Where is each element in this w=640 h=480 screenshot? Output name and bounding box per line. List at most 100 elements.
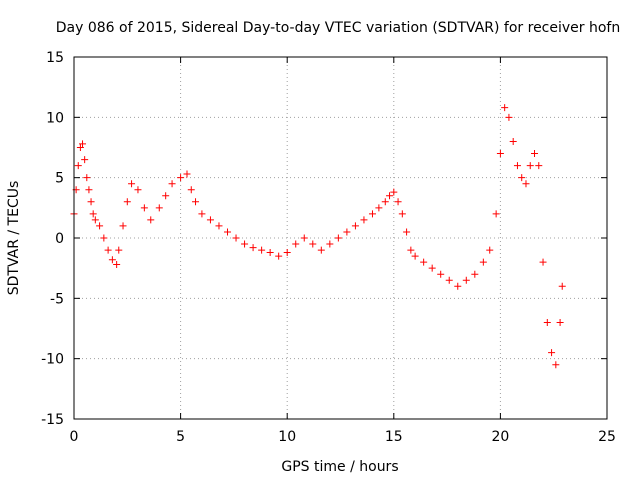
data-point	[83, 174, 91, 182]
data-point	[403, 228, 411, 236]
chart-title: Day 086 of 2015, Sidereal Day-to-day VTE…	[56, 20, 620, 36]
x-tick-label: 20	[491, 429, 509, 445]
data-point	[486, 246, 494, 254]
data-point	[140, 204, 148, 212]
data-point	[411, 252, 419, 260]
data-point	[445, 276, 453, 284]
y-tick-label: -10	[41, 352, 64, 368]
data-point	[300, 234, 308, 242]
data-point	[91, 216, 99, 224]
data-point	[224, 228, 232, 236]
data-point	[509, 137, 517, 145]
y-tick-label: 10	[46, 110, 64, 126]
data-point	[128, 180, 136, 188]
x-tick-label: 10	[278, 429, 296, 445]
data-point	[292, 240, 300, 248]
data-point	[531, 150, 539, 158]
data-point	[177, 174, 185, 182]
data-point	[241, 240, 249, 248]
data-point	[258, 246, 266, 254]
data-point	[360, 216, 368, 224]
data-point	[113, 261, 121, 269]
y-tick-label: 15	[46, 50, 64, 66]
data-point	[381, 198, 389, 206]
data-point	[437, 270, 445, 278]
data-point	[454, 282, 462, 290]
data-point	[119, 222, 127, 230]
data-point	[343, 228, 351, 236]
data-point	[74, 162, 82, 170]
data-point	[518, 174, 526, 182]
data-point	[76, 144, 84, 151]
data-point	[496, 150, 504, 158]
data-point	[505, 113, 513, 121]
data-point	[501, 104, 509, 112]
x-tick-label: 15	[385, 429, 403, 445]
data-point	[556, 318, 564, 326]
data-point	[462, 276, 470, 284]
data-point	[394, 198, 402, 206]
data-point	[79, 140, 87, 148]
data-point	[134, 186, 142, 194]
data-point	[513, 162, 521, 170]
y-tick-label: -5	[50, 291, 64, 307]
data-point	[85, 186, 93, 194]
data-point	[115, 246, 123, 254]
data-point	[522, 180, 530, 188]
data-point	[162, 192, 170, 200]
data-point	[198, 210, 206, 218]
data-point	[168, 180, 176, 188]
data-point	[155, 204, 163, 212]
data-point	[398, 210, 406, 218]
data-point	[87, 198, 95, 206]
data-point	[558, 282, 566, 290]
data-point	[183, 170, 191, 178]
data-point	[206, 216, 214, 224]
x-tick-label: 0	[70, 429, 79, 445]
data-points	[70, 104, 566, 369]
data-point	[334, 234, 342, 242]
data-point	[96, 222, 104, 230]
data-point	[526, 162, 534, 170]
data-point	[479, 258, 487, 266]
data-point	[104, 246, 112, 254]
data-point	[552, 361, 560, 369]
data-point	[147, 216, 155, 224]
axis-ticks: 0 5 10 15 20 25 -15 -10 -5 0 5 10 15	[41, 50, 616, 445]
data-point	[386, 192, 394, 200]
data-point	[428, 264, 436, 272]
y-tick-label: 0	[55, 231, 64, 247]
data-point	[548, 349, 556, 357]
data-point	[351, 222, 359, 230]
data-point	[492, 210, 500, 218]
data-point	[368, 210, 376, 218]
data-point	[420, 258, 428, 266]
grid-lines	[74, 57, 607, 419]
data-point	[317, 246, 325, 254]
data-point	[309, 240, 317, 248]
data-point	[275, 252, 283, 260]
data-point	[266, 248, 274, 256]
data-point	[249, 244, 257, 252]
data-point	[232, 234, 240, 242]
data-point	[192, 198, 200, 206]
data-point	[108, 256, 116, 264]
data-point	[123, 198, 131, 206]
data-point	[89, 210, 97, 218]
data-point	[100, 234, 108, 242]
data-point	[471, 270, 479, 278]
data-point	[81, 156, 89, 164]
x-axis-label: GPS time / hours	[281, 459, 398, 475]
data-point	[543, 318, 551, 326]
data-point	[407, 246, 415, 254]
data-point	[283, 248, 291, 256]
data-point	[375, 204, 383, 212]
data-point	[326, 240, 334, 248]
data-point	[535, 162, 543, 170]
data-point	[539, 258, 547, 266]
x-tick-label: 25	[598, 429, 616, 445]
data-point	[187, 186, 195, 194]
y-axis-label: SDTVAR / TECUs	[6, 181, 22, 296]
